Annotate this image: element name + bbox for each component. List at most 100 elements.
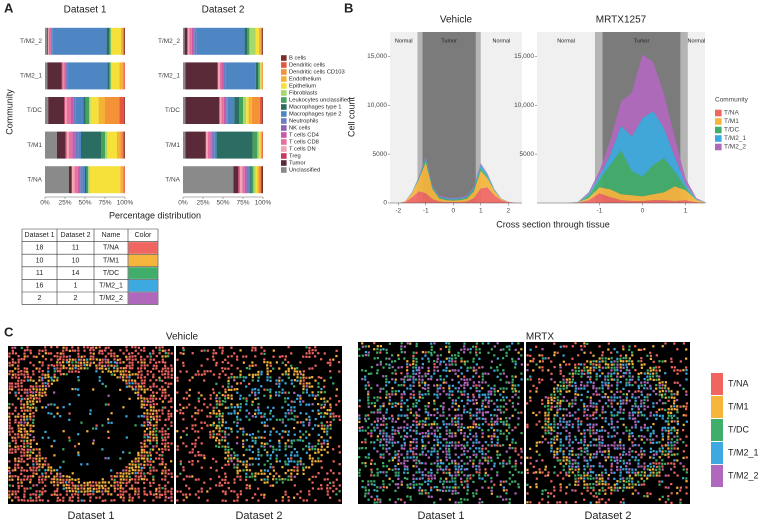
cell-dot [640, 426, 642, 428]
cell-dot [382, 453, 384, 455]
cell-dot [144, 407, 146, 409]
cell-dot [364, 375, 366, 377]
cell-dot [421, 462, 423, 464]
cell-dot [514, 492, 516, 494]
cell-dot [578, 363, 580, 365]
cell-dot [400, 348, 402, 350]
cell-dot [299, 436, 301, 438]
cell-dot [147, 472, 149, 474]
cell-dot [472, 346, 474, 348]
cell-dot [293, 385, 295, 387]
cell-dot [294, 370, 296, 372]
cell-dot [533, 466, 535, 468]
cell-dot [440, 354, 442, 356]
cell-dot [367, 484, 369, 486]
cell-dot [602, 387, 604, 389]
cell-dot [114, 479, 116, 481]
bar-segment [259, 132, 261, 159]
cell-dot [518, 471, 520, 473]
cell-dot [143, 500, 145, 502]
bar-segment [124, 97, 125, 124]
cell-dot [308, 416, 310, 418]
bar-segment [214, 132, 216, 159]
cell-dot [236, 418, 238, 420]
cell-dot [83, 350, 85, 352]
cell-dot [159, 496, 161, 498]
cell-dot [158, 484, 160, 486]
cell-dot [644, 372, 646, 374]
cell-dot [632, 411, 634, 413]
cell-dot [436, 417, 438, 419]
cell-dot [398, 468, 400, 470]
cell-dot [209, 434, 211, 436]
cell-dot [138, 347, 140, 349]
cell-dot [189, 389, 191, 391]
cell-dot [509, 462, 511, 464]
cell-dot [212, 356, 214, 358]
cell-dot [520, 448, 522, 450]
cell-dot [41, 392, 43, 394]
cell-dot [252, 401, 254, 403]
cell-dot [427, 393, 429, 395]
cell-dot [17, 478, 19, 480]
cell-dot [63, 484, 65, 486]
bar-segment [245, 28, 247, 55]
cell-dot [314, 398, 316, 400]
cell-dot [320, 358, 322, 360]
cell-dot [556, 405, 558, 407]
cell-dot [518, 358, 520, 360]
cell-dot [572, 345, 574, 347]
cell-dot [446, 486, 448, 488]
cell-dot [401, 447, 403, 449]
cell-dot [397, 366, 399, 368]
cell-dot [647, 406, 649, 408]
cell-dot [592, 414, 594, 416]
cell-dot [264, 482, 266, 484]
cell-dot [667, 423, 669, 425]
cell-dot [554, 381, 556, 383]
cell-dot [230, 428, 232, 430]
cell-dot [20, 370, 22, 372]
cell-dot [493, 370, 495, 372]
cell-dot [236, 436, 238, 438]
cell-dot [572, 423, 574, 425]
cell-dot [141, 467, 143, 469]
cell-dot [595, 423, 597, 425]
cell-dot [374, 402, 376, 404]
cell-dot [159, 398, 161, 400]
bar-segment [249, 97, 252, 124]
cell-dot [392, 459, 394, 461]
cell-dot [673, 463, 675, 465]
cell-dot [20, 440, 22, 442]
cell-dot [565, 436, 567, 438]
cell-dot [530, 378, 532, 380]
cell-dot [42, 466, 44, 468]
cell-dot [66, 361, 68, 363]
cell-dot [317, 443, 319, 445]
cell-dot [29, 409, 31, 411]
cell-dot [23, 404, 25, 406]
cell-dot [583, 411, 585, 413]
cell-dot [487, 460, 489, 462]
cell-dot [134, 478, 136, 480]
cell-dot [602, 351, 604, 353]
cell-dot [254, 398, 256, 400]
cell-dot [59, 479, 61, 481]
cell-dot [641, 394, 643, 396]
cell-dot [251, 475, 253, 477]
cell-dot [218, 446, 220, 448]
cell-dot [577, 417, 579, 419]
cell-dot [559, 393, 561, 395]
cell-dot [123, 478, 125, 480]
cell-dot [299, 397, 301, 399]
cell-dot [604, 378, 606, 380]
cell-dot [440, 361, 442, 363]
bar-segment [223, 62, 224, 89]
cell-dot [170, 460, 172, 462]
cell-dot [446, 453, 448, 455]
cell-dot [252, 379, 254, 381]
cell-dot [143, 451, 145, 453]
cell-dot [27, 476, 29, 478]
cell-dot [589, 423, 591, 425]
cell-dot [470, 408, 472, 410]
